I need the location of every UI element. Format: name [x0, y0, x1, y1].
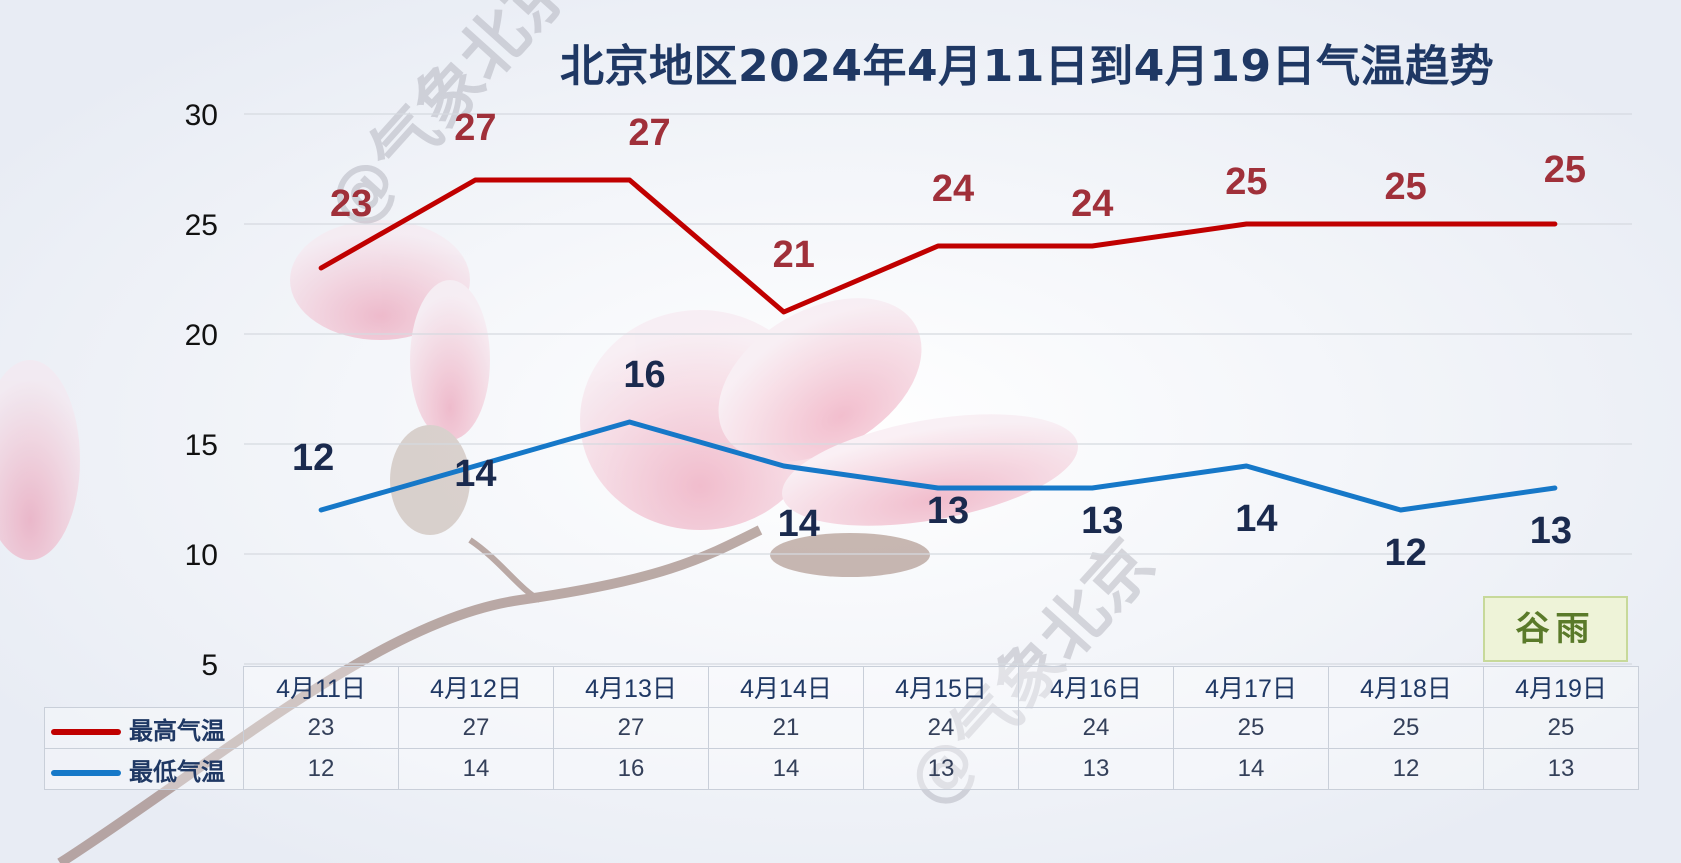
table-cell: 14 [398, 748, 554, 790]
table-cell: 14 [1173, 748, 1329, 790]
legend-low-line-icon [51, 770, 121, 777]
data-label-low: 14 [778, 503, 820, 545]
table-cell: 24 [1018, 707, 1174, 749]
table-category-header: 4月19日 [1483, 666, 1639, 708]
data-label-low: 14 [1235, 498, 1277, 540]
table-row-high: 最高气温 23 27 27 21 24 24 25 25 25 [44, 707, 1639, 749]
data-label-low: 16 [623, 354, 665, 396]
legend-high: 最高气温 [44, 707, 244, 749]
table-cell: 21 [708, 707, 864, 749]
table-corner [44, 666, 244, 708]
legend-high-line-icon [51, 729, 121, 736]
table-cell: 12 [243, 748, 399, 790]
y-tick-label: 25 [185, 209, 218, 242]
table-cell: 13 [863, 748, 1019, 790]
table-cell: 25 [1328, 707, 1484, 749]
data-label-high: 27 [454, 107, 496, 149]
table-cell: 16 [553, 748, 709, 790]
data-label-low: 13 [1081, 500, 1123, 542]
table-cell: 27 [398, 707, 554, 749]
legend-low: 最低气温 [44, 748, 244, 790]
table-cell: 14 [708, 748, 864, 790]
table-cell: 25 [1173, 707, 1329, 749]
data-label-low: 13 [1530, 510, 1572, 552]
table-cell: 23 [243, 707, 399, 749]
series-line-high [318, 177, 1558, 315]
season-badge: 谷雨 [1483, 596, 1628, 662]
data-label-high: 23 [330, 183, 372, 225]
data-label-low: 12 [292, 437, 334, 479]
table-category-header: 4月17日 [1173, 666, 1329, 708]
data-label-high: 21 [773, 234, 815, 276]
table-header-row: 4月11日 4月12日 4月13日 4月14日 4月15日 4月16日 4月17日 4月18日… [44, 666, 1639, 708]
table-cell: 24 [863, 707, 1019, 749]
data-label-low: 12 [1385, 532, 1427, 574]
y-tick-label: 10 [185, 539, 218, 572]
table-cell: 25 [1483, 707, 1639, 749]
table-cell: 13 [1018, 748, 1174, 790]
table-category-header: 4月18日 [1328, 666, 1484, 708]
legend-low-label: 最低气温 [129, 758, 225, 786]
data-label-low: 13 [927, 490, 969, 532]
data-label-low: 14 [454, 453, 496, 495]
table-category-header: 4月11日 [243, 666, 399, 708]
y-tick-label: 30 [185, 99, 218, 132]
data-label-high: 24 [1071, 183, 1113, 225]
table-category-header: 4月16日 [1018, 666, 1174, 708]
data-label-high: 25 [1385, 166, 1427, 208]
data-label-high: 25 [1225, 161, 1267, 203]
table-category-header: 4月12日 [398, 666, 554, 708]
data-label-high: 24 [932, 168, 974, 210]
data-label-high: 27 [628, 112, 670, 154]
y-tick-label: 20 [185, 319, 218, 352]
y-tick-label: 15 [185, 429, 218, 462]
table-row-low: 最低气温 12 14 16 14 13 13 14 12 13 [44, 748, 1639, 790]
chart-title: 北京地区2024年4月11日到4月19日气温趋势 [560, 41, 1495, 92]
table-cell: 12 [1328, 748, 1484, 790]
table-cell: 13 [1483, 748, 1639, 790]
table-category-header: 4月13日 [553, 666, 709, 708]
legend-high-label: 最高气温 [129, 717, 225, 745]
table-cell: 27 [553, 707, 709, 749]
table-category-header: 4月15日 [863, 666, 1019, 708]
data-table: 4月11日 4月12日 4月13日 4月14日 4月15日 4月16日 4月17日 4月18日… [44, 666, 1639, 790]
series-line-low [318, 419, 1558, 513]
table-category-header: 4月14日 [708, 666, 864, 708]
data-label-high: 25 [1544, 149, 1586, 191]
